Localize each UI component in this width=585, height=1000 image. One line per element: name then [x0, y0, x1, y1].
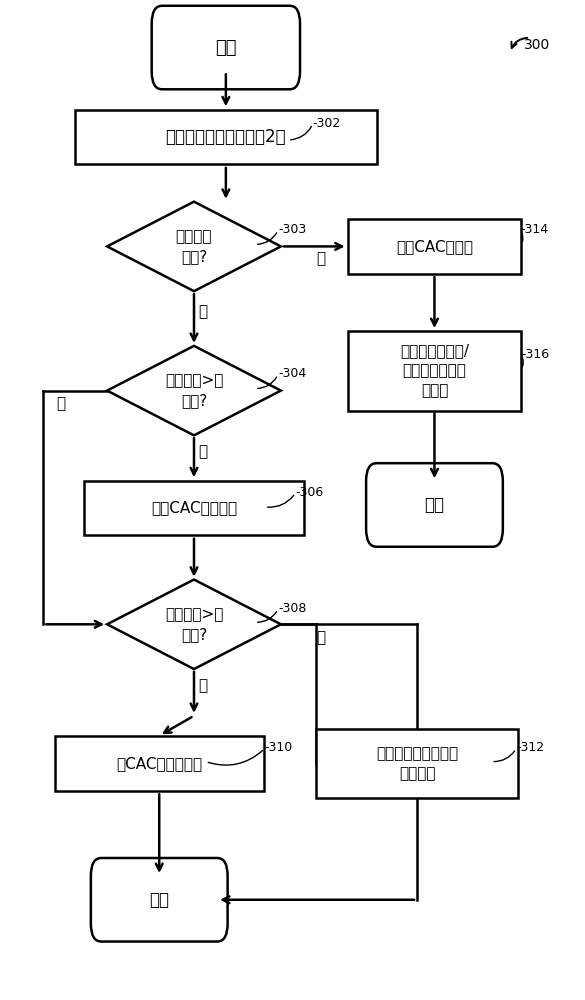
Text: -310: -310: [264, 741, 293, 754]
Text: -314: -314: [520, 223, 548, 236]
FancyBboxPatch shape: [152, 6, 300, 89]
Text: 300: 300: [524, 38, 550, 52]
Text: 今CAC清除冷凝物: 今CAC清除冷凝物: [116, 756, 202, 771]
Polygon shape: [107, 202, 281, 291]
Text: -312: -312: [516, 741, 544, 754]
Text: 否: 否: [316, 630, 325, 645]
Text: -304: -304: [278, 367, 307, 380]
Text: 水存储率
为正?: 水存储率 为正?: [176, 229, 212, 264]
Bar: [347, 331, 521, 410]
Text: 是: 是: [198, 305, 207, 320]
Bar: [75, 110, 377, 164]
Polygon shape: [107, 346, 281, 435]
Text: 水存储率>阈
値率?: 水存储率>阈 値率?: [165, 373, 223, 408]
Text: 获得氧传感器数据（图2）: 获得氧传感器数据（图2）: [166, 128, 286, 146]
Text: 调整燃烧参数和/
或限制到发动机
的气流: 调整燃烧参数和/ 或限制到发动机 的气流: [400, 343, 469, 398]
Text: -316: -316: [521, 348, 549, 361]
Bar: [55, 736, 263, 791]
Bar: [84, 481, 304, 535]
Text: 是: 是: [198, 678, 207, 693]
Text: -302: -302: [313, 117, 341, 130]
Polygon shape: [107, 580, 281, 669]
Text: 是: 是: [198, 444, 207, 459]
Text: 保持发动机气流和发
动机工况: 保持发动机气流和发 动机工况: [376, 746, 458, 781]
Text: 否: 否: [56, 396, 66, 411]
Text: 否: 否: [316, 251, 325, 266]
Text: 开始: 开始: [215, 39, 236, 57]
FancyBboxPatch shape: [366, 463, 503, 547]
Text: 水今CAC被释放: 水今CAC被释放: [396, 239, 473, 254]
Text: 返回: 返回: [425, 496, 445, 514]
Text: -308: -308: [278, 602, 307, 615]
Text: 降低CAC冷却效率: 降低CAC冷却效率: [151, 500, 237, 515]
Text: -303: -303: [278, 223, 307, 236]
Bar: [316, 729, 518, 798]
Text: 水存储量>阈
値量?: 水存储量>阈 値量?: [165, 607, 223, 642]
Bar: [347, 219, 521, 274]
Text: -306: -306: [295, 486, 324, 499]
Text: 返回: 返回: [149, 891, 169, 909]
FancyBboxPatch shape: [91, 858, 228, 942]
